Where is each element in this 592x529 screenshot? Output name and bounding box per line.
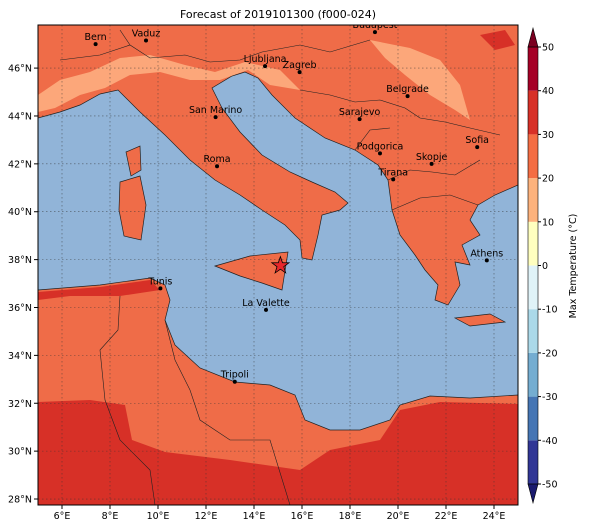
city-marker [372, 30, 377, 35]
lat-tick-label: 42°N [8, 159, 32, 170]
colorbar-extend-low [527, 483, 539, 505]
colorbar-band [528, 134, 538, 179]
city-label: Budapest [352, 20, 397, 31]
lon-tick-label: 24°E [483, 511, 506, 522]
lat-tick-label: 40°N [8, 207, 32, 218]
colorbar-extend-high [527, 26, 539, 48]
colorbar-tick-label: 20 [542, 174, 554, 185]
colorbar-tick-label: -30 [542, 392, 558, 403]
lat-tick-label: 44°N [8, 111, 32, 122]
city-marker [297, 70, 302, 75]
city-marker [475, 145, 480, 150]
city-marker [484, 258, 489, 263]
colorbar-tick-label: 40 [542, 86, 554, 97]
colorbar-band [528, 90, 538, 135]
city-label: La Valette [242, 298, 290, 309]
city-marker [405, 94, 410, 99]
colorbar-tick-label: 0 [542, 261, 548, 272]
borders [99, 295, 291, 505]
crete [453, 313, 507, 327]
lon-tick-label: 10°E [147, 511, 170, 522]
land-europe [38, 25, 518, 306]
city-marker [429, 161, 434, 166]
lon-tick-label: 20°E [387, 511, 410, 522]
land-cool-band [370, 40, 470, 120]
land-warm-band [38, 280, 160, 300]
city-label: Bern [85, 32, 107, 43]
lon-tick-label: 14°E [243, 511, 266, 522]
lat-tick-label: 34°N [8, 351, 32, 362]
city-label: Tirana [377, 167, 408, 178]
city-marker [357, 117, 362, 122]
city-marker [158, 286, 163, 291]
city-label: Vaduz [132, 29, 161, 40]
city-label: Sofia [465, 135, 489, 146]
city-label: Podgorica [357, 141, 404, 152]
colorbar-tick-label: -50 [542, 480, 558, 491]
colorbar-tick-label: 10 [542, 217, 554, 228]
city-label: Sarajevo [339, 107, 381, 118]
colorbar-band [528, 265, 538, 310]
city-marker [232, 379, 237, 384]
city-marker [93, 42, 98, 47]
lon-tick-label: 6°E [54, 511, 71, 522]
star-marker [270, 255, 291, 274]
city-label: San Marino [189, 105, 242, 116]
colorbar-tick-label: -40 [542, 436, 558, 447]
sicily [213, 251, 289, 291]
lat-tick-label: 32°N [8, 399, 32, 410]
city-marker [215, 164, 220, 169]
lat-tick-label: 28°N [8, 495, 32, 506]
lat-tick-label: 36°N [8, 303, 32, 314]
sardinia [118, 175, 147, 241]
map-frame [37, 24, 519, 506]
city-marker [378, 151, 382, 156]
colorbar-band [528, 178, 538, 222]
city-label: Ljubljana [244, 54, 287, 65]
land-warm-band [480, 30, 515, 50]
city-label: Tunis [147, 276, 172, 287]
colorbar-band [528, 221, 538, 266]
map-title: Forecast of 2019101300 (f000-024) [180, 8, 376, 21]
land-cool-band [38, 55, 300, 112]
colorbar-band [528, 47, 538, 91]
city-marker [213, 115, 218, 120]
city-label: Zagreb [283, 60, 317, 71]
city-marker [144, 38, 148, 43]
city-marker [264, 307, 268, 312]
lat-tick-label: 38°N [8, 255, 32, 266]
colorbar-band [528, 352, 538, 397]
city-label: Athens [470, 248, 503, 259]
city-label: Tripoli [220, 370, 249, 381]
lon-tick-label: 12°E [195, 511, 218, 522]
lat-tick-label: 46°N [8, 64, 32, 75]
colorbar-band [528, 396, 538, 441]
colorbar-band [528, 440, 538, 484]
colorbar-tick-label: -20 [542, 348, 558, 359]
city-label: Roma [204, 154, 231, 165]
lat-tick-label: 30°N [8, 447, 32, 458]
corsica [125, 145, 142, 177]
colorbar-tick-label: 30 [542, 130, 554, 141]
borders [59, 29, 501, 211]
lon-tick-label: 18°E [339, 511, 362, 522]
city-label: Belgrade [386, 84, 429, 95]
colorbar-tick-label: -10 [542, 305, 558, 316]
colorbar-tick-label: 50 [542, 43, 554, 54]
lon-tick-label: 8°E [102, 511, 119, 522]
lon-tick-label: 16°E [291, 511, 314, 522]
city-marker [391, 177, 396, 182]
colorbar-band [528, 309, 538, 353]
lon-tick-label: 22°E [435, 511, 458, 522]
city-label: Skopje [416, 152, 448, 163]
city-marker [263, 64, 268, 69]
colorbar-label: Max Temperature (°C) [568, 214, 579, 319]
